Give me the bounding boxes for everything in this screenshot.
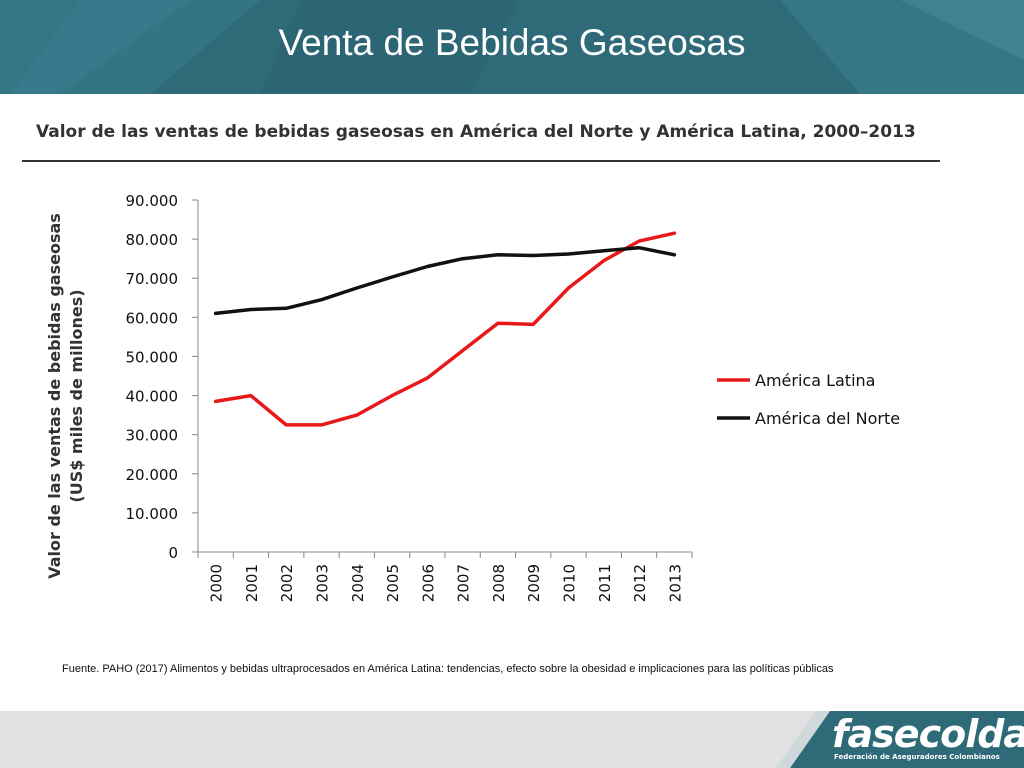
data-point: [532, 254, 535, 257]
legend-label: América del Norte: [755, 409, 900, 428]
x-tick-label: 2012: [631, 564, 649, 602]
x-tick-label: 2001: [243, 564, 261, 602]
data-point: [285, 424, 288, 426]
series-line-america-del-norte: [213, 245, 677, 316]
slide-header: Venta de Bebidas Gaseosas: [0, 0, 1024, 94]
y-axis-title-line: (US$ miles de millones): [67, 289, 86, 502]
data-point: [638, 246, 640, 249]
x-tick-label: 2008: [490, 564, 508, 602]
y-tick-label: 90.000: [126, 192, 179, 210]
data-point: [602, 259, 605, 262]
x-tick-label: 2011: [596, 564, 614, 602]
x-tick-label: 2003: [314, 564, 332, 602]
x-tick-label: 2010: [561, 564, 579, 602]
y-tick-label: 0: [168, 544, 178, 562]
logo-band: [776, 711, 1024, 768]
x-tick-label: 2000: [208, 564, 226, 602]
fasecolda-logo: fasecolda: [832, 712, 1024, 756]
data-point: [391, 276, 393, 278]
data-point: [285, 307, 288, 310]
legend-label: América Latina: [755, 371, 875, 390]
slide-title: Venta de Bebidas Gaseosas: [278, 22, 746, 63]
y-tick-label: 30.000: [126, 427, 179, 445]
data-point: [602, 250, 605, 252]
data-point: [638, 240, 640, 242]
y-tick-label: 80.000: [126, 231, 179, 249]
header-pattern: [0, 0, 1024, 94]
data-point: [461, 349, 464, 352]
y-axis-title-line: Valor de las ventas de bebidas gaseosas: [45, 213, 64, 579]
data-point: [250, 394, 252, 397]
data-point: [250, 308, 252, 311]
data-point: [355, 414, 358, 416]
data-point: [355, 287, 358, 289]
x-tick-label: 2002: [278, 564, 296, 602]
y-tick-label: 10.000: [126, 505, 179, 523]
y-tick-label: 50.000: [126, 348, 179, 366]
data-point: [214, 400, 217, 403]
data-point: [214, 312, 217, 315]
data-point: [320, 424, 323, 426]
y-tick-label: 40.000: [126, 388, 179, 406]
logo-subtitle: Federación de Aseguradores Colombianos: [834, 753, 1000, 761]
data-point: [567, 253, 570, 255]
source-note: Fuente. PAHO (2017) Alimentos y bebidas …: [62, 663, 834, 675]
y-tick-label: 70.000: [126, 270, 179, 288]
data-point: [461, 257, 464, 260]
data-point: [497, 253, 499, 256]
data-point: [426, 265, 429, 268]
y-tick-label: 60.000: [126, 309, 179, 327]
x-tick-label: 2005: [384, 564, 402, 602]
x-tick-label: 2013: [666, 564, 684, 602]
data-point: [426, 377, 429, 379]
x-tick-label: 2007: [455, 564, 473, 602]
line-chart: 0 10.000 20.000 30.000 40.000 50.000 60.000 70.…: [45, 192, 900, 602]
x-tick-label: 2004: [349, 564, 367, 602]
data-point: [673, 232, 676, 235]
series-line-america-latina: [213, 231, 677, 427]
data-point: [673, 253, 676, 256]
data-point: [391, 394, 393, 397]
data-point: [567, 287, 570, 289]
title-divider: [22, 160, 940, 162]
y-tick-label: 20.000: [126, 466, 179, 484]
x-tick-label: 2006: [419, 564, 437, 602]
chart-title: Valor de las ventas de bebidas gaseosas …: [36, 122, 916, 142]
x-tick-label: 2009: [525, 564, 543, 602]
data-point: [497, 322, 499, 325]
data-point: [532, 323, 535, 326]
y-axis-title: Valor de las ventas de bebidas gaseosas(…: [45, 213, 86, 579]
data-point: [320, 298, 323, 301]
